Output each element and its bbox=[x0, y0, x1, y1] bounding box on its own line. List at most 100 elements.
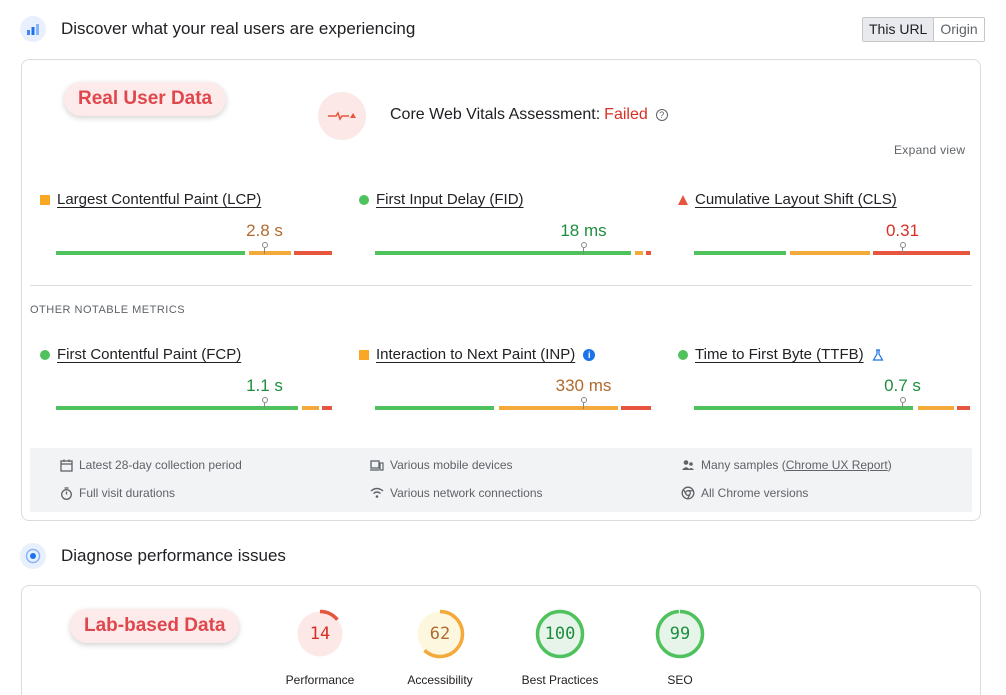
assessment-status: Failed bbox=[604, 106, 648, 123]
metric-header: Interaction to Next Paint (INP) i bbox=[359, 346, 637, 363]
metric-label-link[interactable]: Interaction to Next Paint (INP) bbox=[376, 346, 576, 363]
p75-marker bbox=[580, 242, 588, 255]
chrome-icon bbox=[681, 486, 695, 500]
needs-improvement-segment bbox=[635, 251, 644, 255]
chrome-ux-report-link[interactable]: Chrome UX Report bbox=[785, 458, 888, 472]
score-gauge: 100 bbox=[535, 609, 585, 659]
metric-value: 330 ms bbox=[555, 376, 612, 395]
good-segment bbox=[694, 251, 786, 255]
metric-header: Time to First Byte (TTFB) bbox=[678, 346, 956, 363]
score-ring-arc bbox=[655, 609, 705, 659]
section-title: Diagnose performance issues bbox=[61, 546, 286, 565]
score-ring-background bbox=[417, 611, 463, 657]
info-icon[interactable]: i bbox=[583, 348, 596, 361]
metric-label-link[interactable]: Largest Contentful Paint (LCP) bbox=[57, 191, 262, 208]
url-origin-toggle[interactable]: This URL Origin bbox=[862, 17, 985, 42]
poor-segment bbox=[321, 406, 333, 410]
devices-icon bbox=[370, 459, 384, 471]
metric-header: Largest Contentful Paint (LCP) bbox=[40, 191, 318, 208]
metric-label-link[interactable]: First Contentful Paint (FCP) bbox=[57, 346, 242, 363]
distribution-bar bbox=[375, 397, 653, 410]
lab-based-data-badge: Lab-based Data bbox=[70, 609, 240, 643]
score-gauge: 99 bbox=[655, 609, 705, 659]
metric-value: 0.7 s bbox=[884, 376, 921, 395]
lighthouse-score[interactable]: 62 Accessibility bbox=[380, 609, 500, 687]
other-metrics-label: OTHER NOTABLE METRICS bbox=[30, 304, 186, 316]
metric-label-link[interactable]: Cumulative Layout Shift (CLS) bbox=[695, 191, 897, 208]
diagnose-section-header: Diagnose performance issues bbox=[20, 543, 286, 569]
lighthouse-score[interactable]: 14 Performance bbox=[260, 609, 380, 687]
circle-rating-icon bbox=[359, 194, 369, 205]
score-ring bbox=[535, 609, 585, 659]
needs-improvement-segment bbox=[790, 251, 871, 255]
circle-rating-icon bbox=[678, 349, 688, 360]
real-user-card: Real User Data Core Web Vitals Assessmen… bbox=[21, 59, 981, 521]
square-rating-icon bbox=[359, 349, 369, 360]
lighthouse-score[interactable]: 99 SEO bbox=[620, 609, 740, 687]
metric-label-link[interactable]: First Input Delay (FID) bbox=[376, 191, 524, 208]
score-ring-background bbox=[657, 611, 703, 657]
collection-period: Latest 28-day collection period bbox=[60, 458, 242, 472]
calendar-icon bbox=[60, 459, 73, 472]
metric-value: 2.8 s bbox=[246, 221, 283, 240]
cwv-assessment: Core Web Vitals Assessment: Failed ? bbox=[390, 106, 668, 124]
good-segment bbox=[56, 406, 298, 410]
metric-card: Largest Contentful Paint (LCP) 2.8 s bbox=[40, 191, 333, 261]
poor-segment bbox=[956, 406, 971, 410]
score-value: 100 bbox=[544, 624, 576, 644]
score-value: 62 bbox=[429, 624, 451, 644]
lighthouse-score[interactable]: 100 Best Practices bbox=[500, 609, 620, 687]
score-value: 99 bbox=[669, 624, 691, 644]
metric-value: 0.31 bbox=[885, 221, 920, 240]
p75-marker bbox=[580, 397, 588, 410]
poor-segment bbox=[621, 406, 652, 410]
visit-durations: Full visit durations bbox=[60, 486, 175, 500]
score-label: Accessibility bbox=[407, 673, 473, 687]
chrome-versions: All Chrome versions bbox=[681, 486, 808, 500]
good-segment bbox=[694, 406, 914, 410]
needs-improvement-segment bbox=[249, 251, 291, 255]
score-ring bbox=[415, 609, 465, 659]
triangle-rating-icon bbox=[678, 194, 688, 205]
good-segment bbox=[56, 251, 245, 255]
score-ring-background bbox=[297, 611, 343, 657]
poor-segment bbox=[873, 251, 971, 255]
score-label: Performance bbox=[285, 673, 355, 687]
expand-view-link[interactable]: Expand view bbox=[894, 143, 966, 157]
origin-button[interactable]: Origin bbox=[940, 21, 978, 37]
p75-marker bbox=[261, 242, 269, 255]
metric-card: Time to First Byte (TTFB) 0.7 s bbox=[678, 346, 971, 416]
metric-card: First Contentful Paint (FCP) 1.1 s bbox=[40, 346, 333, 416]
score-ring bbox=[655, 609, 705, 659]
metric-header: Cumulative Layout Shift (CLS) bbox=[678, 191, 956, 208]
metric-card: Interaction to Next Paint (INP) i 330 ms bbox=[359, 346, 652, 416]
this-url-button[interactable]: This URL bbox=[863, 18, 935, 41]
score-label: SEO bbox=[667, 673, 693, 687]
metric-label-link[interactable]: Time to First Byte (TTFB) bbox=[695, 346, 864, 363]
needs-improvement-segment bbox=[302, 406, 319, 410]
distribution-bar bbox=[56, 397, 334, 410]
flask-icon[interactable] bbox=[872, 348, 884, 361]
devices: Various mobile devices bbox=[370, 458, 513, 472]
score-gauge: 62 bbox=[415, 609, 465, 659]
distribution-bar bbox=[694, 397, 972, 410]
score-label: Best Practices bbox=[521, 673, 599, 687]
metric-header: First Contentful Paint (FCP) bbox=[40, 346, 318, 363]
crux-logo-icon bbox=[20, 16, 46, 42]
metric-value: 1.1 s bbox=[246, 376, 283, 395]
metric-header: First Input Delay (FID) bbox=[359, 191, 637, 208]
wifi-icon bbox=[370, 487, 384, 498]
samples: Many samples (Chrome UX Report) bbox=[681, 458, 892, 472]
p75-marker bbox=[899, 397, 907, 410]
circle-rating-icon bbox=[40, 349, 50, 360]
score-value: 14 bbox=[309, 624, 331, 644]
metric-card: First Input Delay (FID) 18 ms bbox=[359, 191, 652, 261]
help-icon[interactable]: ? bbox=[655, 109, 668, 121]
distribution-bar bbox=[375, 242, 653, 255]
assessment-label: Core Web Vitals Assessment: bbox=[390, 106, 601, 123]
good-segment bbox=[375, 406, 495, 410]
poor-segment bbox=[646, 251, 652, 255]
collection-info-footer: Latest 28-day collection period Full vis… bbox=[30, 448, 972, 512]
score-ring-arc bbox=[295, 609, 345, 659]
section-title: Discover what your real users are experi… bbox=[61, 19, 416, 38]
